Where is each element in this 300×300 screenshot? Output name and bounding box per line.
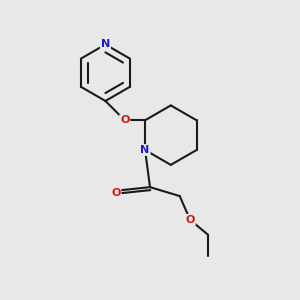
Text: N: N	[140, 145, 150, 155]
Text: O: O	[120, 115, 129, 125]
Text: N: N	[101, 40, 110, 50]
Text: O: O	[111, 188, 121, 198]
Text: O: O	[185, 215, 195, 225]
